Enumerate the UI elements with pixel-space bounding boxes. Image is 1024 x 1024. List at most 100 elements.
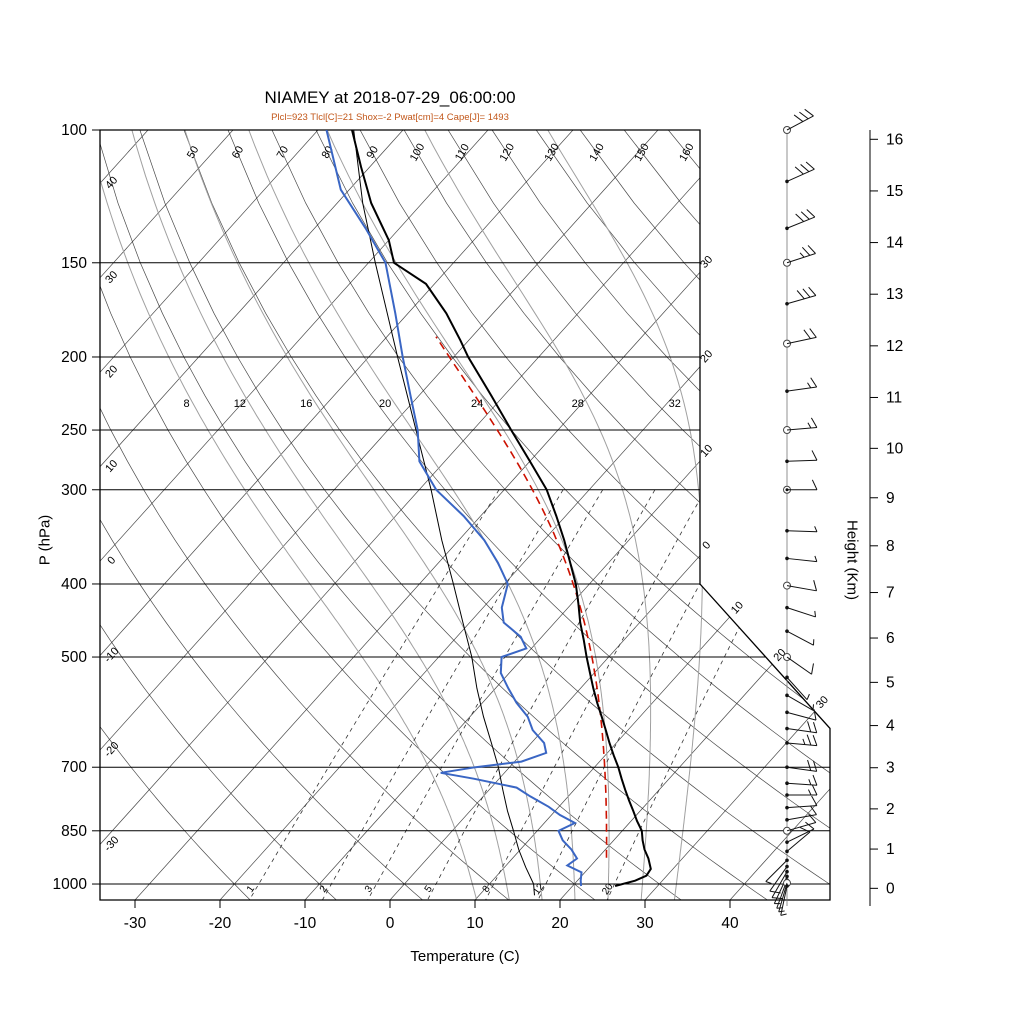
svg-text:0: 0 [386, 915, 395, 932]
svg-text:60: 60 [230, 144, 247, 161]
svg-text:20: 20 [698, 348, 715, 365]
svg-text:140: 140 [587, 142, 607, 164]
svg-text:5: 5 [423, 883, 435, 894]
svg-text:-30: -30 [102, 834, 122, 854]
svg-text:250: 250 [61, 422, 87, 439]
svg-text:10: 10 [886, 440, 904, 457]
svg-text:14: 14 [886, 235, 904, 252]
svg-text:13: 13 [886, 286, 903, 303]
wind-barb [785, 605, 817, 618]
svg-text:16: 16 [886, 131, 903, 148]
svg-text:15: 15 [886, 183, 903, 200]
svg-text:-10: -10 [294, 915, 317, 932]
wind-barb [783, 653, 814, 675]
svg-text:1: 1 [886, 841, 895, 858]
wind-barb [785, 675, 810, 700]
svg-text:40: 40 [721, 915, 739, 932]
svg-text:12: 12 [234, 398, 246, 410]
svg-text:8: 8 [886, 538, 895, 555]
chart-subtitle: Plcl=923 Tlcl[C]=21 Shox=-2 Pwat[cm]=4 C… [271, 112, 509, 123]
svg-text:70: 70 [275, 144, 292, 161]
svg-text:4: 4 [886, 718, 895, 735]
svg-text:100: 100 [61, 122, 87, 139]
wind-barb [785, 450, 818, 464]
svg-text:3: 3 [363, 883, 375, 894]
svg-text:30: 30 [698, 254, 715, 271]
wind-barb [785, 286, 817, 306]
wind-barb [783, 328, 817, 348]
svg-text:10: 10 [698, 443, 715, 460]
svg-text:30: 30 [814, 694, 831, 711]
temperature-axis-label: Temperature (C) [410, 948, 520, 965]
svg-text:16: 16 [300, 398, 312, 410]
wind-barb [785, 377, 818, 393]
svg-text:90: 90 [364, 144, 381, 161]
wind-barb [785, 759, 818, 772]
wind-barb [783, 580, 818, 592]
wind-barb [783, 108, 814, 134]
wind-barb [780, 884, 789, 916]
chart-title: NIAMEY at 2018-07-29_06:00:00 [264, 88, 516, 107]
svg-text:20: 20 [551, 915, 569, 932]
svg-text:3: 3 [886, 760, 895, 777]
svg-text:-10: -10 [102, 645, 122, 665]
svg-text:700: 700 [61, 759, 87, 776]
plot-frame [99, 129, 831, 901]
svg-text:-30: -30 [124, 915, 147, 932]
svg-text:150: 150 [61, 255, 87, 272]
wind-barb [785, 209, 816, 231]
wind-barb [783, 813, 817, 835]
svg-text:24: 24 [471, 398, 483, 410]
svg-text:30: 30 [636, 915, 654, 932]
svg-text:7: 7 [886, 585, 895, 602]
wind-barb [785, 161, 815, 184]
wind-barb [785, 709, 817, 721]
wind-barb [785, 555, 818, 563]
svg-text:0: 0 [105, 554, 118, 567]
svg-text:11: 11 [886, 389, 902, 406]
wind-barb [771, 869, 789, 900]
svg-text:20: 20 [379, 398, 391, 410]
svg-text:-20: -20 [209, 915, 232, 932]
wind-barb [785, 805, 817, 822]
parcel-path-curve [435, 336, 608, 858]
svg-text:5: 5 [886, 674, 895, 691]
wind-barb [785, 774, 818, 786]
svg-text:0: 0 [886, 880, 895, 897]
svg-text:2: 2 [886, 801, 895, 818]
svg-text:200: 200 [61, 349, 87, 366]
svg-text:10: 10 [466, 915, 484, 932]
temperature-curve [351, 130, 652, 887]
skewt-grid [100, 130, 830, 900]
wind-barb-column [765, 108, 818, 916]
wind-barb [785, 821, 815, 844]
svg-text:8: 8 [183, 398, 189, 410]
svg-text:6: 6 [886, 630, 895, 647]
svg-text:0: 0 [700, 539, 713, 552]
svg-text:300: 300 [61, 482, 87, 499]
wind-barb [785, 784, 818, 797]
svg-text:130: 130 [542, 142, 562, 164]
svg-text:10: 10 [729, 599, 746, 616]
svg-text:100: 100 [408, 142, 428, 164]
svg-text:150: 150 [632, 142, 652, 164]
wind-barb [778, 879, 791, 913]
svg-text:400: 400 [61, 576, 87, 593]
svg-text:50: 50 [185, 144, 202, 161]
wind-barb [785, 693, 815, 711]
svg-text:28: 28 [572, 398, 584, 410]
svg-text:32: 32 [669, 398, 681, 410]
svg-text:1000: 1000 [53, 876, 88, 893]
aux-temperature-curve [353, 130, 535, 896]
wind-barb [785, 721, 818, 734]
svg-text:850: 850 [61, 823, 87, 840]
grid-moist-adiabats [100, 130, 703, 900]
svg-text:-20: -20 [102, 740, 122, 760]
wind-barb [785, 526, 818, 533]
svg-text:12: 12 [886, 338, 903, 355]
sounding-profiles [325, 130, 652, 896]
